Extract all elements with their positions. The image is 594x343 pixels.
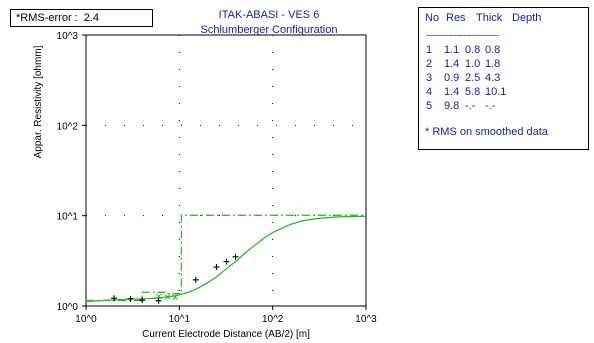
x-tick-label: 10^0 [75,314,97,325]
y-axis-label: Appar. Resistivity [ohmm] [33,45,44,158]
observed-point [111,295,118,302]
layer-thick: 0.8 [465,44,481,56]
axis-ticks: 10^0 10^1 10^2 10^3 10^0 10^1 10^2 10^3 [57,31,378,325]
layer-model-line [86,214,366,302]
layer-res: 1.4 [444,58,460,70]
layer-depth: 0.8 [485,44,501,56]
layer-no: 2 [426,58,433,70]
layer-res: 0.9 [444,72,460,84]
layer-thick: -.- [465,100,476,112]
layer-thick: 1.0 [465,58,481,70]
smoothed-point [172,294,178,301]
layer-thick: 2.5 [465,72,481,84]
layer-depth: -.- [485,100,496,112]
rms-error-value: 2.4 [83,12,100,24]
layer-depth: 10.1 [485,86,507,98]
y-tick-label: 10^3 [57,31,79,42]
observed-point [155,297,162,304]
header-thick: Thick [476,12,503,24]
observed-point [232,253,239,260]
x-tick-label: 10^2 [262,314,284,325]
rms-error-box: *RMS-error : 2.4 [10,9,153,27]
header-depth: Depth [512,12,542,24]
layer-no: 5 [426,100,433,112]
y-tick-label: 10^1 [57,212,79,223]
rms-error-label: *RMS-error : [16,12,78,24]
layer-res: 9.8 [444,100,460,112]
model-curve [85,215,367,303]
observed-point [139,297,146,304]
header-res: Res [446,12,466,24]
table-separator: ----------------------------- [426,30,499,40]
grid-lines [86,35,366,306]
smoothed-point [155,293,162,300]
x-tick-label: 10^1 [169,314,191,325]
layer-res: 1.1 [444,44,460,56]
rms-note: * RMS on smoothed data [425,126,548,138]
layer-no: 4 [426,86,433,98]
header-no: No [425,12,440,24]
layer-res: 1.4 [444,86,460,98]
observed-point [213,264,220,271]
observed-point [192,276,199,283]
y-tick-label: 10^0 [57,302,79,313]
layer-no: 1 [426,44,433,56]
chart-series [85,214,367,304]
x-tick-label: 10^3 [355,314,377,325]
chart-subtitle: Schlumberger Configuration [201,24,338,36]
y-tick-label: 10^2 [57,121,79,132]
x-axis-label: Current Electrode Distance (AB/2) [m] [142,329,310,340]
layer-table: No Res Thick Depth ---------------------… [418,7,589,150]
smoothed-point [164,294,171,300]
layer-thick: 5.8 [465,86,481,98]
layer-no: 3 [426,72,433,84]
chart-title: ITAK-ABASI - VES 6 [219,9,320,21]
layer-depth: 1.8 [485,58,501,70]
observed-point [127,295,134,302]
observed-point [223,258,230,265]
layer-depth: 4.3 [485,72,501,84]
